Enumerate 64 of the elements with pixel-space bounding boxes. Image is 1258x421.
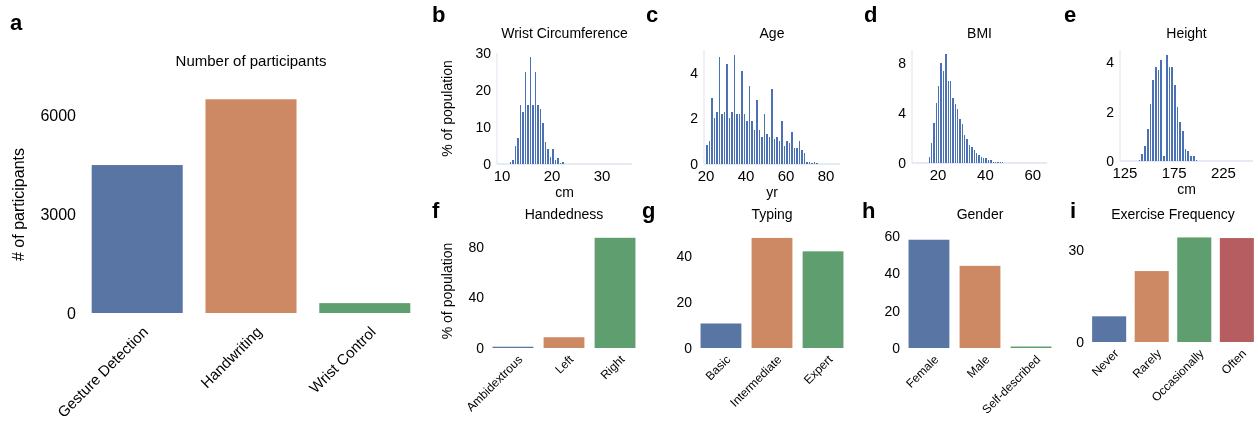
x-tick-label: 80	[817, 167, 835, 184]
x-axis-title: cm	[555, 184, 574, 200]
text: e	[1064, 2, 1077, 27]
y-tick-label: 80	[468, 238, 485, 255]
text: h	[862, 198, 876, 223]
chart-title: Typing	[751, 206, 793, 222]
y-tick-label: 0	[1076, 334, 1085, 350]
y-axis-title: # of participants	[10, 148, 28, 261]
y-tick-label: 0	[1106, 153, 1115, 169]
y-tick-label: 0	[483, 156, 492, 172]
x-tick-label: 40	[977, 166, 994, 183]
text: i	[1070, 198, 1077, 223]
x-tick-label: Left	[552, 351, 577, 377]
y-tick-label: 20	[884, 302, 901, 319]
y-tick-label: 4	[690, 64, 699, 81]
y-tick-label: 0	[476, 340, 485, 356]
chart-title: BMI	[967, 25, 992, 41]
y-tick-label: 8	[898, 54, 907, 71]
text: a	[10, 10, 23, 35]
x-tick-label: 30	[593, 167, 611, 184]
y-tick-label: 0	[898, 155, 907, 171]
y-tick-label: 2	[690, 110, 699, 127]
y-tick-label: 60	[884, 228, 901, 244]
y-tick-label: 40	[676, 247, 693, 264]
x-tick-label: 175	[1161, 164, 1187, 181]
y-tick-label: 0	[892, 340, 901, 356]
y-tick-label: 20	[676, 293, 693, 310]
x-axis-title: yr	[766, 184, 779, 200]
text: g	[642, 198, 656, 223]
chart-title: Wrist Circumference	[501, 25, 628, 41]
text: f	[432, 198, 440, 223]
x-tick-label: 60	[777, 167, 795, 184]
y-tick-label: 6000	[40, 107, 77, 125]
text: c	[646, 2, 659, 27]
x-tick-label: 60	[1024, 166, 1042, 183]
text: b	[432, 2, 446, 27]
y-axis-title: % of population	[438, 60, 455, 157]
y-tick-label: 3000	[40, 206, 77, 224]
y-tick-label: 40	[884, 265, 901, 282]
chart-title: Handedness	[524, 206, 604, 222]
chart-title: Gender	[956, 206, 1004, 222]
y-tick-label: 40	[468, 289, 485, 306]
y-tick-label: 10	[475, 119, 492, 135]
x-tick-label: 125	[1112, 164, 1138, 181]
x-tick-label: 20	[543, 167, 561, 184]
chart-title: Height	[1166, 25, 1207, 41]
y-tick-label: 0	[67, 304, 77, 322]
y-tick-label: 4	[898, 104, 907, 121]
x-tick-label: 40	[737, 167, 755, 184]
y-tick-label: 2	[1106, 103, 1115, 120]
x-tick-label: 20	[929, 166, 947, 183]
y-tick-label: 20	[475, 82, 492, 98]
x-tick-label: 225	[1210, 164, 1236, 181]
chart-title: Exercise Frequency	[1111, 206, 1235, 222]
x-axis-title: cm	[1177, 181, 1196, 197]
y-tick-label: 30	[475, 45, 492, 61]
chart-title: Age	[759, 25, 785, 41]
y-tick-label: 0	[684, 340, 693, 356]
text: d	[864, 2, 878, 27]
y-tick-label: 4	[1106, 54, 1115, 71]
chart-title: Number of participants	[175, 52, 327, 69]
x-tick-label: 10	[493, 167, 511, 184]
y-axis-title: % of population	[438, 242, 455, 340]
y-tick-label: 0	[690, 156, 699, 172]
